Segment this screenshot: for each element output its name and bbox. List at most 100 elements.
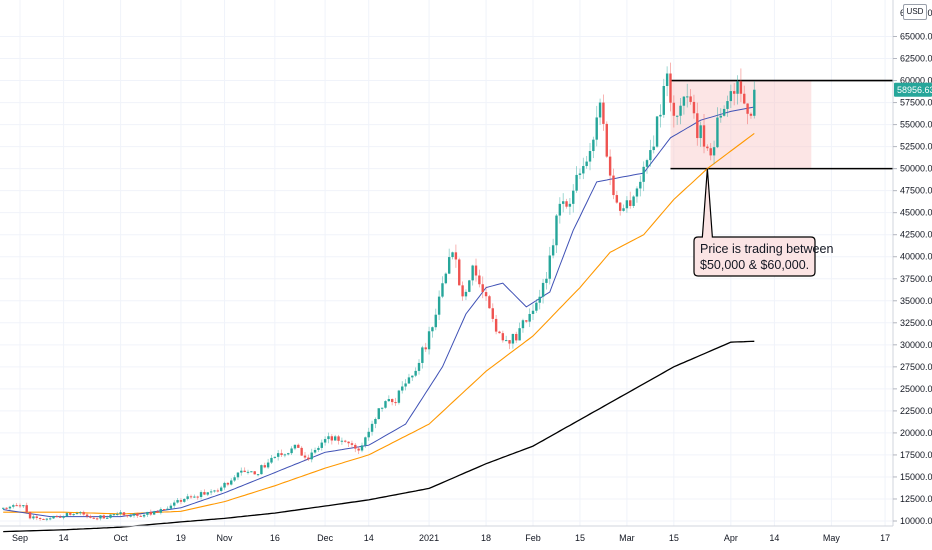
candle[interactable] [441,276,444,299]
candle[interactable] [142,512,146,518]
candle[interactable] [421,345,424,369]
candle[interactable] [169,503,173,509]
candle[interactable] [716,107,719,149]
candle[interactable] [407,373,411,385]
candle[interactable] [458,257,461,286]
candle[interactable] [313,447,317,454]
candle[interactable] [266,458,270,469]
candle[interactable] [136,512,139,518]
candle[interactable] [575,166,578,193]
candle[interactable] [112,513,116,517]
candle[interactable] [585,155,588,169]
candle[interactable] [287,452,290,456]
candle[interactable] [149,509,152,516]
candle[interactable] [749,112,753,119]
candle[interactable] [162,509,166,511]
candle[interactable] [642,161,645,192]
candle[interactable] [394,397,397,406]
candle[interactable] [256,474,260,477]
candle[interactable] [551,238,555,259]
candle[interactable] [253,470,256,475]
candle[interactable] [320,439,323,451]
candle[interactable] [15,503,18,507]
candle[interactable] [427,326,431,355]
candle[interactable] [42,518,45,520]
candle[interactable] [189,494,193,499]
candle[interactable] [424,342,427,352]
candle[interactable] [102,514,106,519]
candle[interactable] [665,66,669,97]
candle[interactable] [370,420,374,436]
candle[interactable] [689,89,692,105]
candle[interactable] [662,78,665,118]
candle[interactable] [578,168,582,180]
candle[interactable] [414,367,417,378]
candle[interactable] [655,115,659,148]
candle[interactable] [535,299,538,313]
candle[interactable] [139,514,142,517]
candle[interactable] [401,381,404,394]
candle[interactable] [615,190,619,204]
candle[interactable] [226,481,230,487]
candle[interactable] [739,68,743,103]
candle[interactable] [434,308,437,331]
candle[interactable] [183,498,186,503]
candle[interactable] [605,121,608,158]
candle[interactable] [109,514,112,519]
candle[interactable] [447,248,451,275]
candle[interactable] [99,515,102,521]
candle[interactable] [35,514,38,521]
candle[interactable] [250,471,253,473]
candle[interactable] [203,489,206,496]
annotation-callout[interactable] [693,168,816,277]
candle[interactable] [635,186,639,203]
candle[interactable] [729,84,733,108]
candle[interactable] [481,276,484,299]
candle[interactable] [488,294,491,309]
candle[interactable] [712,140,716,165]
candle[interactable] [437,290,441,321]
candle[interactable] [65,511,69,517]
candle[interactable] [706,144,709,152]
candle[interactable] [283,453,287,458]
candle[interactable] [753,81,756,119]
candle[interactable] [561,193,565,213]
candle[interactable] [632,195,635,208]
candle[interactable] [374,417,377,429]
candle[interactable] [572,184,575,213]
candle[interactable] [612,168,615,200]
candle[interactable] [240,467,243,476]
candle[interactable] [454,244,458,268]
candle[interactable] [52,515,55,519]
candle[interactable] [471,264,474,286]
candle[interactable] [310,448,313,463]
candle[interactable] [746,103,749,125]
candle[interactable] [303,452,307,461]
candle[interactable] [28,511,32,520]
candle[interactable] [59,514,62,518]
candle[interactable] [290,446,293,456]
candle[interactable] [659,104,662,128]
candle[interactable] [364,436,367,448]
candle[interactable] [518,322,521,341]
candle[interactable] [263,462,266,469]
candle[interactable] [618,202,622,216]
candle[interactable] [367,427,370,441]
candle[interactable] [75,511,79,515]
candle[interactable] [323,436,327,446]
candle[interactable] [92,516,95,520]
candle[interactable] [679,97,682,125]
candle[interactable] [491,303,494,323]
candle[interactable] [236,472,240,480]
candle[interactable] [545,271,548,290]
candle[interactable] [327,432,330,444]
candle[interactable] [390,398,394,406]
candle[interactable] [246,469,250,475]
candle[interactable] [565,198,568,209]
candle[interactable] [736,75,739,105]
candle[interactable] [417,359,421,375]
candle[interactable] [62,515,65,520]
candle[interactable] [696,102,699,146]
candle[interactable] [89,514,92,519]
candle[interactable] [119,510,122,516]
